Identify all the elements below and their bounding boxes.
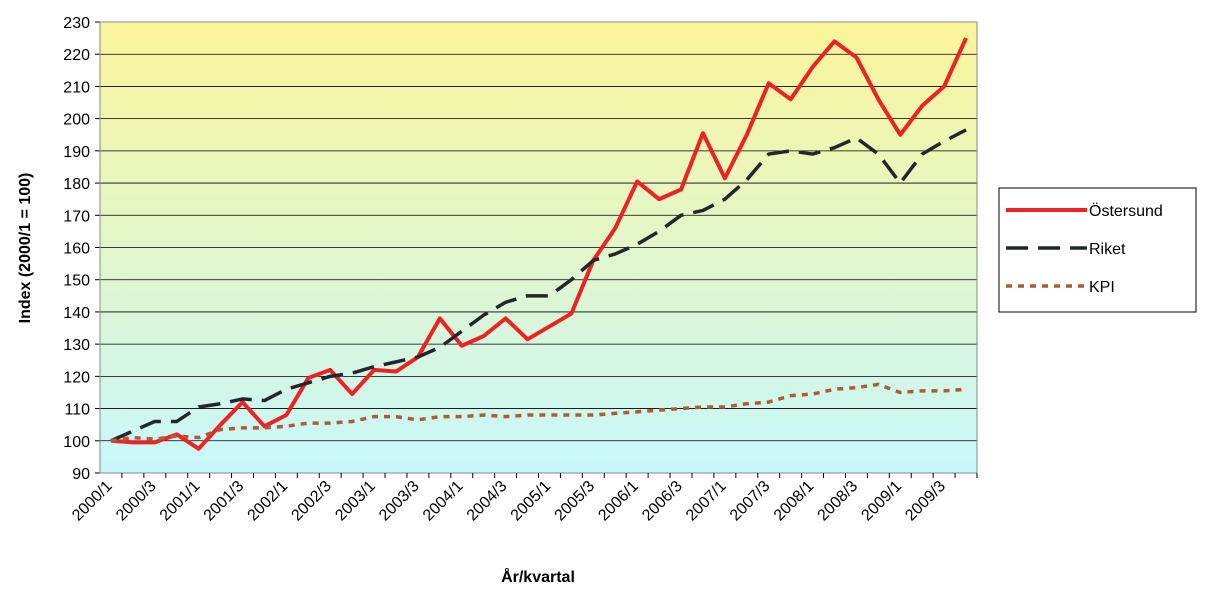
x-tick-label: 2002/3 [288, 478, 335, 525]
y-tick-label: 100 [63, 434, 90, 451]
legend-label: Östersund [1089, 202, 1163, 220]
y-tick-label: 190 [63, 144, 90, 161]
x-tick-label: 2007/1 [683, 478, 730, 525]
x-tick-label: 2001/1 [157, 478, 204, 525]
legend-label: Riket [1089, 241, 1126, 258]
y-tick-label: 160 [63, 241, 90, 258]
x-tick-label: 2006/3 [639, 478, 686, 525]
x-tick-label: 2003/3 [376, 478, 423, 525]
x-tick-label: 2008/3 [815, 478, 862, 525]
x-tick-label: 2005/3 [552, 478, 599, 525]
x-tick-label: 2005/1 [508, 478, 555, 525]
legend-label: KPI [1089, 279, 1115, 296]
x-tick-label: 2000/3 [113, 478, 160, 525]
y-axis-label: Index (2000/1 = 100) [17, 173, 34, 324]
y-tick-label: 150 [63, 273, 90, 290]
x-tick-label: 2004/1 [420, 478, 467, 525]
x-tick-label: 2004/3 [464, 478, 511, 525]
y-tick-label: 180 [63, 176, 90, 193]
y-tick-label: 90 [72, 466, 90, 483]
y-tick-label: 200 [63, 112, 90, 129]
x-tick-label: 2007/3 [727, 478, 774, 525]
y-tick-label: 220 [63, 47, 90, 64]
x-tick-label: 2000/1 [69, 478, 116, 525]
y-tick-label: 130 [63, 337, 90, 354]
y-tick-label: 110 [64, 402, 90, 419]
x-tick-label: 2009/3 [902, 478, 949, 525]
x-tick-label: 2006/1 [595, 478, 642, 525]
y-tick-label: 210 [63, 79, 90, 96]
x-tick-label: 2009/1 [858, 478, 905, 525]
x-tick-label: 2001/3 [201, 478, 248, 525]
series-line [110, 128, 967, 443]
y-tick-label: 120 [63, 369, 90, 386]
series-line [110, 37, 968, 451]
y-tick-label: 140 [63, 305, 90, 322]
x-tick-label: 2002/1 [245, 478, 292, 525]
y-tick-label: 170 [63, 208, 90, 225]
series-line [110, 382, 967, 443]
y-tick-label: 230 [63, 15, 90, 32]
x-axis-label: År/kvartal [501, 567, 575, 586]
x-tick-label: 2008/1 [771, 478, 818, 525]
x-tick-label: 2003/1 [332, 478, 379, 525]
